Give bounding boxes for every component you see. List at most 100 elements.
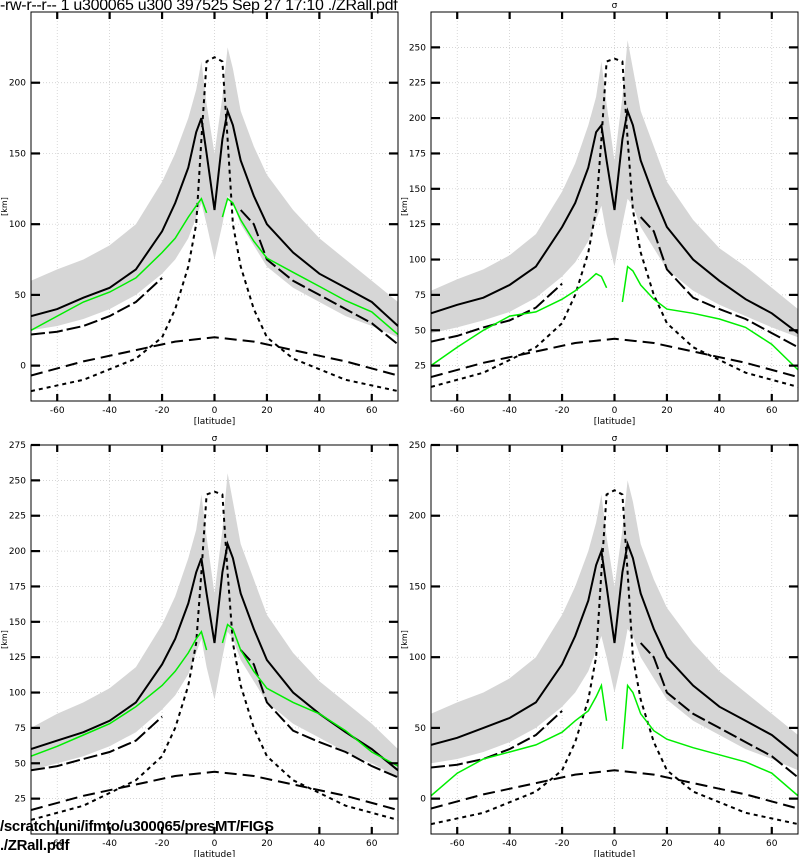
y-axis-label: [km] [400,197,409,216]
observation-line [31,197,398,336]
x-tick-label: 40 [314,839,326,849]
x-axis-label: [latitude] [194,850,236,857]
y-tick-label: 200 [9,547,26,557]
x-axis-label: [latitude] [194,417,236,427]
axis-ticks [31,12,398,401]
reference-curve-broad [31,336,398,377]
y-tick-label: 250 [409,441,426,451]
chart-title: σ [612,1,618,11]
observation-line [431,682,798,797]
y-tick-label: 125 [9,653,26,663]
y-tick-label: 50 [15,291,27,301]
y-tick-label: 200 [409,512,426,522]
x-axis-label: [latitude] [594,850,636,857]
y-tick-label: 150 [409,582,426,592]
x-tick-label: -60 [50,839,65,849]
x-tick-label: 0 [612,406,618,416]
x-tick-label: -20 [555,406,570,416]
y-tick-label: 0 [20,362,26,372]
x-tick-label: -40 [102,406,117,416]
y-tick-label: 200 [9,79,26,89]
y-tick-label: 250 [409,43,426,53]
y-tick-label: 100 [409,256,426,266]
model-mean-line [431,540,798,757]
x-tick-label: 0 [212,406,218,416]
reference-curve-broad [431,769,798,810]
y-tick-label: 125 [409,220,426,230]
file-listing-header: -rw-r--r-- 1 u300065 u300 397525 Sep 27 … [0,0,398,14]
chart-panel-top-right: -60 -40 -20 0 20 40 60 25 50 75 100 125 150 175 200 225… [400,1,799,427]
y-tick-label: 250 [9,476,26,486]
x-tick-label: -20 [155,839,170,849]
y-tick-label: 75 [15,724,26,734]
spread-band [31,47,398,338]
axis-ticks [31,443,398,834]
y-tick-label: 150 [9,149,26,159]
x-tick-label: 60 [766,839,778,849]
reference-curve-peaked [31,56,398,393]
model-mean-line [431,107,798,334]
y-axis-label: [km] [0,630,9,649]
y-tick-label: 175 [409,149,426,159]
chart-title: σ [212,434,218,444]
chart-panel-bottom-left: -60 -40 -20 0 20 40 60 25 50 75 100 125 150 175 200 225… [0,434,399,857]
panel-content [431,40,798,388]
reference-curve-peaked [31,490,398,821]
y-tick-label: 50 [415,326,427,336]
y-axis-label: [km] [400,630,409,649]
x-tick-label: -60 [450,839,465,849]
x-tick-label: 60 [366,839,378,849]
y-tick-label: 275 [9,441,26,451]
panel-content [31,473,398,821]
x-tick-label: 60 [766,406,778,416]
model-lower-line [31,649,398,779]
x-tick-label: -20 [555,839,570,849]
y-tick-label: 150 [9,618,26,628]
reference-curve-peaked [431,489,798,826]
x-tick-label: -40 [502,406,517,416]
y-tick-label: 50 [415,724,427,734]
x-tick-label: 40 [714,406,726,416]
y-tick-label: 25 [415,362,426,372]
y-tick-label: 100 [9,689,26,699]
model-mean-line [31,107,398,327]
y-tick-label: 225 [9,512,26,522]
model-lower-line [431,642,798,779]
y-tick-label: 25 [15,795,26,805]
x-tick-label: 40 [714,839,726,849]
axis-ticks [431,12,798,401]
model-lower-line [31,209,398,346]
y-tick-label: 175 [9,582,26,592]
x-tick-label: 40 [314,406,326,416]
x-tick-label: -20 [155,406,170,416]
x-tick-label: -60 [50,406,65,416]
observation-line [431,265,798,371]
y-tick-label: 0 [420,795,426,805]
x-tick-label: -40 [502,839,517,849]
panel-content [431,480,798,826]
reference-curve-broad [31,770,398,811]
y-tick-label: 75 [415,291,426,301]
y-axis-label: [km] [0,197,9,216]
x-tick-label: 60 [366,406,378,416]
chart-panel-bottom-right: -60 -40 -20 0 20 40 60 0 50 100 150 200 250 [latitude… [400,434,799,857]
y-tick-label: 50 [15,759,27,769]
spread-band [431,480,798,771]
y-tick-label: 225 [409,79,426,89]
y-tick-label: 150 [409,185,426,195]
x-tick-label: -40 [102,839,117,849]
y-tick-label: 200 [409,114,426,124]
footer-file: ./ZRall.pdf [0,837,70,854]
x-tick-label: 20 [261,839,273,849]
x-axis-label: [latitude] [594,417,636,427]
reference-curve-broad [431,337,798,378]
axis-ticks [431,443,798,834]
chart-title: σ [612,434,618,444]
panel-content [31,47,398,393]
spread-band [31,473,398,778]
observation-line [31,623,398,767]
x-tick-label: 20 [261,406,273,416]
footer-path: /scratch/uni/ifmto/u300065/presMT/FIGS [0,818,274,835]
y-tick-label: 100 [9,220,26,230]
